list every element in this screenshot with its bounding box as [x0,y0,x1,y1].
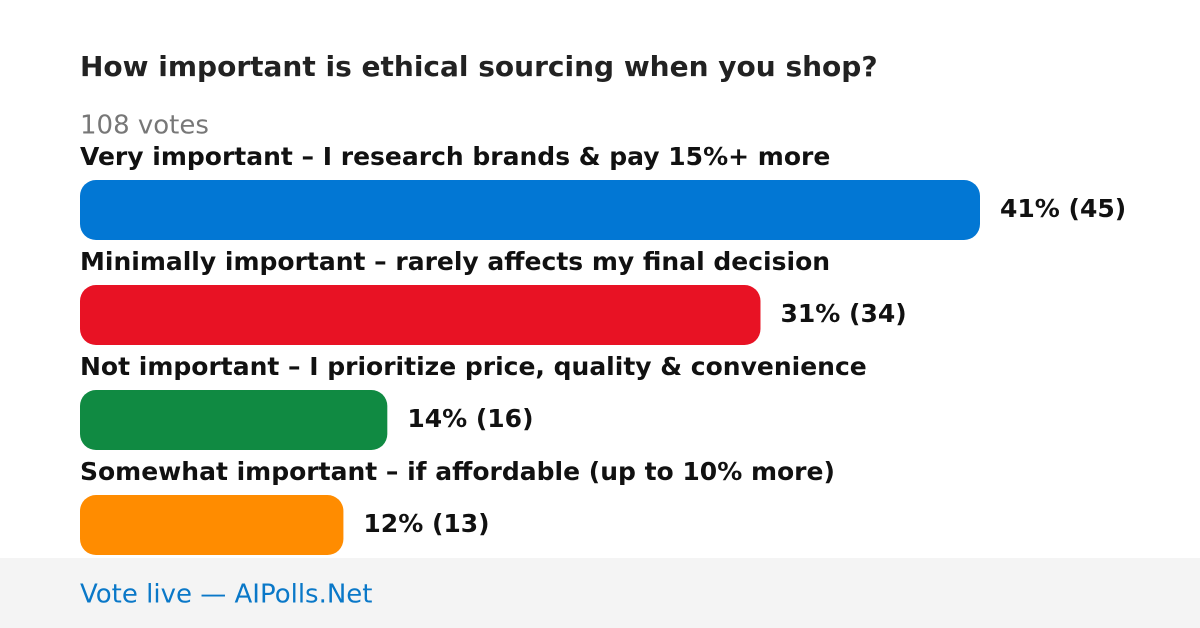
value-label: 41% (45) [1000,194,1126,223]
footer-link[interactable]: Vote live — AIPolls.Net [80,580,373,610]
bar [80,495,344,555]
bar [80,390,388,450]
chart-title: How important is ethical sourcing when y… [80,50,878,83]
value-label: 12% (13) [363,509,489,538]
option-label: Somewhat important – if affordable (up t… [80,457,835,486]
vote-count: 108 votes [80,111,209,141]
bar [80,285,761,345]
value-label: 14% (16) [407,404,533,433]
option-label: Minimally important – rarely affects my … [80,247,830,276]
option-label: Not important – I prioritize price, qual… [80,352,867,381]
value-label: 31% (34) [780,299,906,328]
footer-bar [0,558,1200,628]
option-label: Very important – I research brands & pay… [80,142,830,171]
bar [80,180,980,240]
